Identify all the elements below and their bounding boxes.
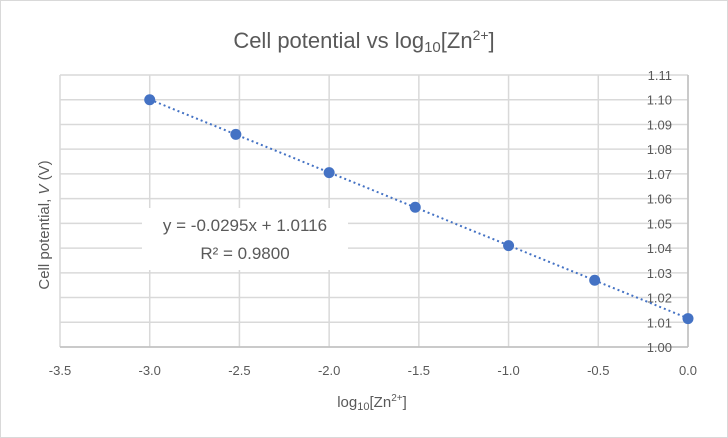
y-tick-label: 1.04 <box>647 241 672 256</box>
y-tick-label: 1.01 <box>647 315 672 330</box>
trendline-equation: y = -0.0295x + 1.0116 <box>163 216 327 235</box>
data-point <box>323 167 335 179</box>
x-tick-label: -3.0 <box>139 363 161 378</box>
x-tick-label: -2.0 <box>318 363 340 378</box>
data-point <box>682 313 694 325</box>
data-points <box>144 94 694 325</box>
y-axis-title: Cell potential, V (V) <box>36 160 53 289</box>
x-tick-label: -2.5 <box>228 363 250 378</box>
x-tick-labels: -3.5 -3.0 -2.5 -2.0 -1.5 -1.0 -0.5 0.0 <box>49 363 697 378</box>
chart-title: Cell potential vs log10[Zn2+] <box>233 27 494 56</box>
y-tick-label: 1.03 <box>647 266 672 281</box>
x-tick-label: -3.5 <box>49 363 71 378</box>
data-point <box>230 128 242 140</box>
y-tick-label: 1.02 <box>647 291 672 306</box>
x-tick-label: 0.0 <box>679 363 697 378</box>
x-tick-label: -0.5 <box>587 363 609 378</box>
data-point <box>589 274 601 286</box>
y-tick-labels: 1.00 1.01 1.02 1.03 1.04 1.05 1.06 1.07 1.08 1.09… <box>647 68 672 355</box>
data-point <box>503 240 515 252</box>
data-point <box>144 94 156 106</box>
y-tick-label: 1.00 <box>647 340 672 355</box>
trendline-label-bg <box>142 208 348 270</box>
trendline-r2: R² = 0.9800 <box>200 244 289 263</box>
x-tick-label: -1.0 <box>497 363 519 378</box>
y-tick-label: 1.11 <box>648 68 672 83</box>
y-tick-label: 1.06 <box>647 192 672 207</box>
y-tick-label: 1.07 <box>647 167 672 182</box>
y-tick-label: 1.10 <box>647 93 672 108</box>
y-tick-label: 1.09 <box>647 117 672 132</box>
y-tick-label: 1.05 <box>647 216 672 231</box>
x-tick-label: -1.5 <box>408 363 430 378</box>
data-point <box>409 201 421 213</box>
x-axis-title: log10[Zn2+] <box>337 393 407 413</box>
y-tick-label: 1.08 <box>647 142 672 157</box>
